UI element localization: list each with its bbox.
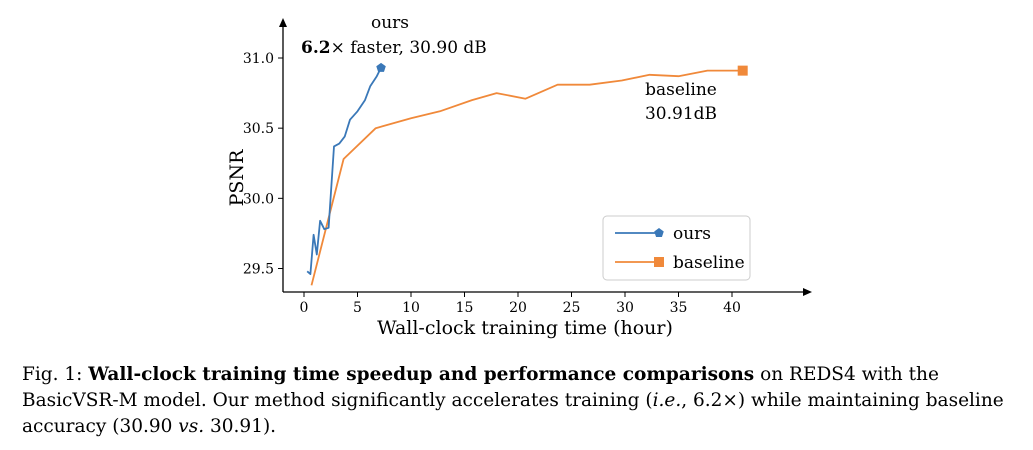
series-layer [306,62,748,286]
y-tick-label: 29.5 [243,262,274,278]
series-marker-baseline [737,65,748,76]
x-tick-label: 15 [456,300,474,316]
legend-label-ours: ours [673,224,711,244]
legend-marker-baseline [654,257,664,267]
x-tick-label: 25 [563,300,581,316]
caption-bold-title: Wall-clock training time speedup and per… [88,364,755,385]
y-axis-arrow [279,18,287,27]
x-tick-label: 40 [723,300,741,316]
series-marker-ours [376,62,386,72]
series-line-ours [306,67,382,276]
series-line-baseline [310,69,743,286]
x-tick-label: 5 [353,300,362,316]
x-axis-arrow [803,288,812,296]
caption-text-3: 30.91). [204,416,277,437]
ours-annotation-label: ours [371,13,409,33]
y-tick-label: 30.5 [243,121,274,137]
x-tick-label: 35 [670,300,688,316]
baseline-annotation-value: 30.91dB [645,104,717,124]
figure-caption: Fig. 1: Wall-clock training time speedup… [22,362,1017,440]
axes [279,18,812,296]
y-axis-label: PSNR [226,149,248,206]
caption-text-2: , 6.2×) while maintaining baseline accur… [22,390,1004,437]
x-tick-label: 20 [509,300,527,316]
ours-annotation-speed: 6.2× faster, 30.90 dB [301,38,487,58]
caption-prefix: Fig. 1: [22,364,89,385]
psnr-chart: 0 5 10 15 20 25 30 35 40 29.5 30.0 30.5 31.0 PSNR Wa… [226,13,812,339]
caption-italic-vs: vs. [178,416,205,437]
y-tick-label: 31.0 [243,51,274,67]
legend-entries: ours baseline [615,224,745,273]
x-tick-label: 10 [402,300,420,316]
x-tick-label: 30 [616,300,634,316]
caption-text-1: on REDS4 with the BasicVSR-M model. Our … [22,364,939,411]
legend-box [602,215,751,281]
legend: ours baseline [602,215,751,281]
legend-marker-ours [654,228,664,238]
baseline-annotation-label: baseline [645,80,717,100]
x-axis-label: Wall-clock training time (hour) [377,317,673,339]
x-tick-label: 0 [300,300,309,316]
y-tick-label: 30.0 [243,191,274,207]
tick-group: 0 5 10 15 20 25 30 35 40 29.5 30.0 30.5 31.0 [243,51,741,316]
caption-italic-ie: i.e. [652,390,682,411]
legend-label-baseline: baseline [673,253,745,273]
